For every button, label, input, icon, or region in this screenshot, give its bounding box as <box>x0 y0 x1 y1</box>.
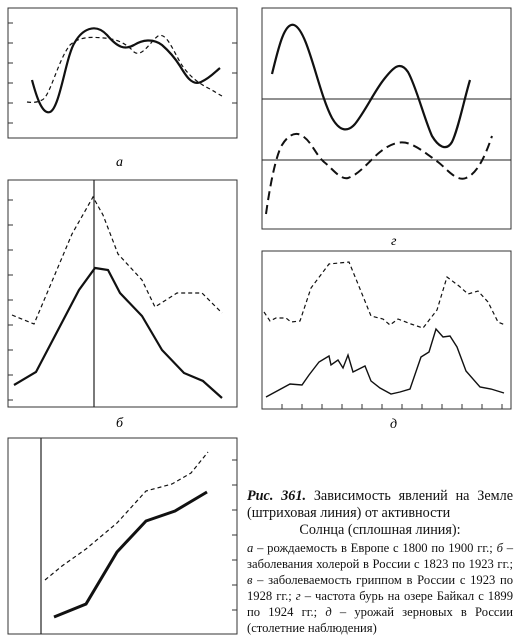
panel-g-frame <box>261 7 512 230</box>
panel-a <box>7 7 238 139</box>
panel-b-frame <box>7 179 238 408</box>
caption-title: Рис. 361. Зависимость явлений на Земле (… <box>247 488 513 522</box>
caption-item-text: – частота бурь на озере Байкал с 1899 по… <box>247 589 513 619</box>
panel-v <box>7 437 238 635</box>
panel-a-dashed-curve <box>26 34 223 103</box>
panel-g-label: г <box>391 234 397 249</box>
panel-b-label: б <box>116 416 124 431</box>
panel-b <box>7 179 238 408</box>
panel-a-solid-curve <box>30 27 221 114</box>
panel-d <box>261 250 512 410</box>
caption-item-text: – урожай зерновых в России (столетние на… <box>247 605 514 635</box>
caption-item-letter: б <box>496 541 503 555</box>
panel-b-ticks <box>8 199 13 401</box>
caption-item-text: – рождаемость в Европе с 1800 по 1900 гг… <box>253 541 497 555</box>
panel-a-frame <box>7 7 238 139</box>
panel-g <box>261 7 512 230</box>
caption-title-text: Зависимость явлений на Земле (штриховая … <box>247 488 514 521</box>
panel-d-solid-curve <box>265 327 505 398</box>
panel-v-frame <box>7 437 238 635</box>
panel-d-label: д <box>390 417 397 432</box>
caption-item-letter: г <box>295 589 301 603</box>
panel-b-dashed-curve <box>11 195 223 325</box>
caption-subtitle: Солнца (сплошная линия): <box>299 522 461 538</box>
figure-caption: Рис. 361. Зависимость явлений на Земле (… <box>247 488 513 636</box>
caption-item-letter: д <box>325 605 332 619</box>
panel-b-solid-curve <box>13 266 223 399</box>
caption-item-text: – заболеваемость гриппом в России с 1923… <box>247 573 513 603</box>
panel-g-solid-curve <box>270 23 472 149</box>
caption-item-letter: в <box>247 573 253 587</box>
panel-d-frame <box>261 250 512 410</box>
panel-v-dashed-curve <box>44 451 209 581</box>
panel-a-ticks <box>8 22 237 124</box>
panel-g-dashed-curve <box>265 132 493 215</box>
caption-items: а – рождаемость в Европе с 1800 по 1900 … <box>247 540 513 636</box>
figure-label: Рис. 361. <box>247 488 307 504</box>
panel-v-solid-curve <box>53 490 208 619</box>
panel-d-dashed-curve <box>263 261 506 329</box>
caption-item-letter: а <box>247 541 254 555</box>
panel-d-ticks <box>281 404 503 409</box>
caption-item-text: – заболевания холерой в России с 1823 по… <box>247 541 513 571</box>
panel-v-ticks <box>232 459 237 611</box>
panel-a-label: а <box>116 155 123 170</box>
